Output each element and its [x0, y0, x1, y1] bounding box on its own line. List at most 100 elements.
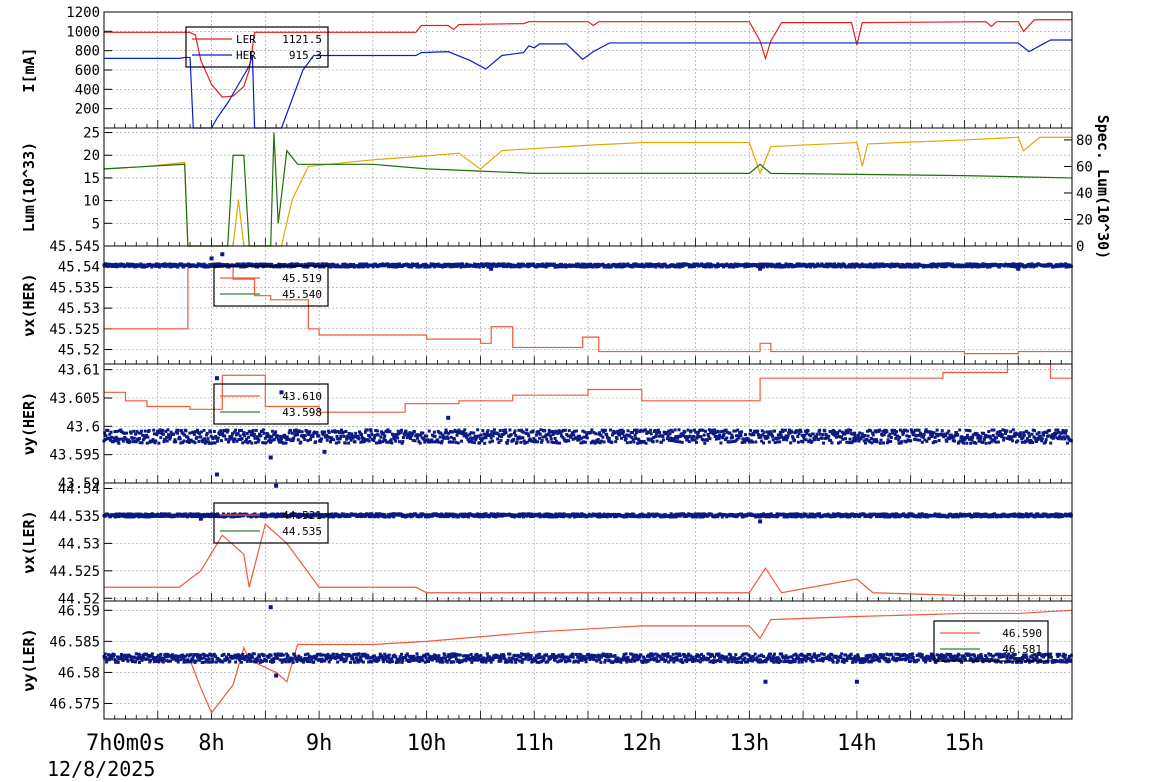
- data-point: [529, 515, 533, 519]
- data-point: [478, 441, 482, 445]
- data-point: [762, 430, 766, 434]
- data-point: [307, 432, 311, 436]
- data-point: [882, 441, 886, 445]
- data-point: [908, 263, 912, 267]
- data-point: [687, 440, 691, 444]
- data-point: [254, 428, 258, 432]
- data-point: [474, 438, 478, 442]
- data-point: [519, 440, 523, 444]
- y-tick-label: 20: [83, 148, 100, 164]
- data-point: [542, 515, 546, 519]
- data-point: [169, 430, 173, 434]
- y2-tick-label: 80: [1076, 133, 1093, 149]
- data-point: [922, 432, 926, 436]
- data-point: [1060, 431, 1064, 435]
- data-point: [857, 439, 861, 443]
- data-point: [376, 433, 380, 437]
- data-point: [716, 515, 720, 519]
- data-point: [179, 429, 183, 433]
- data-point: [279, 438, 283, 442]
- data-point: [409, 436, 413, 440]
- data-point: [599, 433, 603, 437]
- data-point: [227, 440, 231, 444]
- data-point: [392, 435, 396, 439]
- data-point: [789, 441, 793, 445]
- data-point: [893, 429, 897, 433]
- series-line: [103, 136, 1072, 247]
- data-point: [657, 262, 661, 266]
- data-point: [489, 433, 493, 437]
- data-point: [121, 512, 125, 516]
- data-point: [701, 428, 705, 432]
- data-point: [818, 432, 822, 436]
- series-lum: [103, 132, 1073, 247]
- data-point: [416, 436, 420, 440]
- data-point: [390, 441, 394, 445]
- data-point: [356, 435, 360, 439]
- data-point: [245, 431, 249, 435]
- data-point: [758, 266, 763, 271]
- data-point: [376, 429, 380, 433]
- data-point: [874, 430, 878, 434]
- data-point: [609, 428, 613, 432]
- data-point: [776, 440, 780, 444]
- data-point: [150, 512, 154, 516]
- data-point: [617, 265, 621, 269]
- data-point: [303, 438, 307, 442]
- data-point: [441, 433, 445, 437]
- y-tick-label: 10: [83, 194, 100, 210]
- data-point: [121, 262, 125, 266]
- data-point: [416, 262, 420, 266]
- data-point: [461, 263, 465, 267]
- data-point: [742, 437, 746, 441]
- data-point: [360, 262, 364, 266]
- data-point: [602, 440, 606, 444]
- series-spec-lum: [103, 136, 1072, 247]
- data-point: [543, 435, 547, 439]
- data-point: [1031, 441, 1035, 445]
- data-point: [682, 434, 686, 438]
- data-point: [347, 264, 351, 268]
- data-point: [381, 262, 385, 266]
- data-point: [866, 434, 870, 438]
- data-point: [749, 429, 753, 433]
- data-point: [398, 262, 402, 266]
- data-point: [737, 436, 741, 440]
- data-point: [648, 438, 652, 442]
- data-point: [789, 515, 793, 519]
- data-point: [553, 436, 557, 440]
- data-point: [484, 512, 488, 516]
- data-point: [476, 434, 480, 438]
- data-point: [601, 435, 605, 439]
- data-point: [163, 437, 167, 441]
- data-point: [447, 514, 451, 518]
- data-point: [128, 439, 132, 443]
- data-point: [146, 435, 150, 439]
- data-point: [583, 440, 587, 444]
- data-point: [598, 512, 602, 516]
- data-point: [836, 441, 840, 445]
- data-point: [374, 441, 378, 445]
- data-point: [572, 429, 576, 433]
- data-point: [279, 437, 283, 441]
- data-point: [491, 514, 495, 518]
- data-point: [766, 435, 770, 439]
- data-point: [707, 265, 711, 269]
- data-point: [270, 435, 274, 439]
- data-point: [418, 441, 422, 445]
- data-point: [125, 431, 129, 435]
- data-point: [571, 437, 575, 441]
- data-point: [296, 515, 300, 519]
- data-point: [610, 440, 614, 444]
- data-point: [347, 441, 351, 445]
- data-point: [587, 512, 591, 516]
- data-point: [1053, 433, 1057, 437]
- data-point: [618, 428, 622, 432]
- data-point: [905, 264, 909, 268]
- data-point: [896, 438, 900, 442]
- data-point: [645, 430, 649, 434]
- data-point: [300, 430, 304, 434]
- data-point: [987, 430, 991, 434]
- data-point: [118, 264, 122, 268]
- data-point: [829, 439, 833, 443]
